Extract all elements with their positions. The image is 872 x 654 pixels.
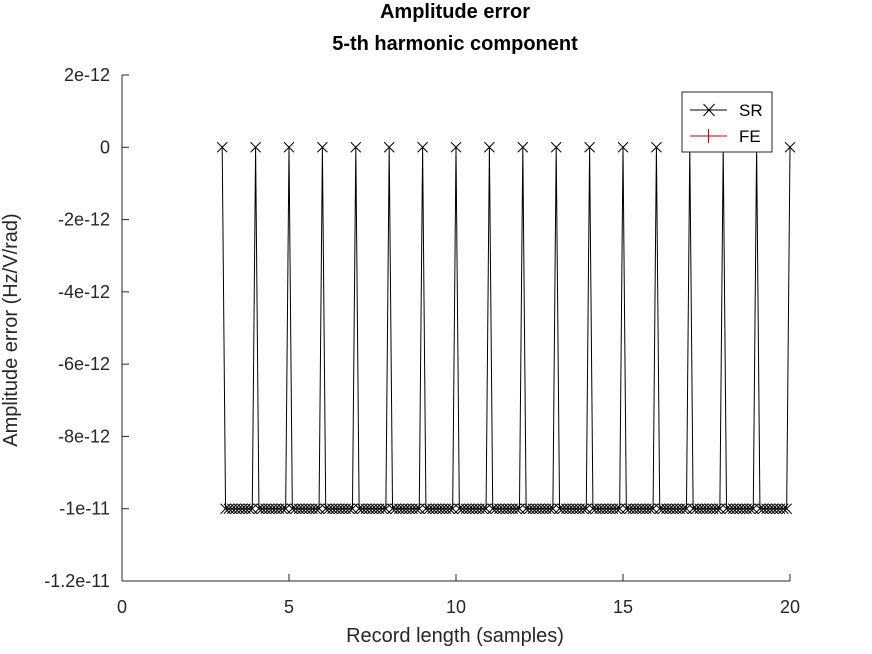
y-axis-label: Amplitude error (Hz/V/rad) [0,213,22,446]
sr-point [343,503,355,515]
sr-point [383,141,395,153]
y-tick-label: -1e-11 [59,499,110,519]
legend-sr-label: SR [739,101,763,120]
sr-point [443,503,455,515]
sr-point [350,141,362,153]
sr-point [317,141,328,153]
sr-point [243,503,255,515]
sr-point [550,141,562,153]
sr-point [784,141,796,153]
x-tick-label: 20 [780,597,800,617]
sr-point [276,503,288,515]
x-tick-label: 10 [446,597,466,617]
x-tick-label: 0 [117,597,127,617]
sr-point [544,503,555,515]
y-tick-label: 2e-12 [64,65,110,85]
sr-point [216,141,228,153]
sr-point [417,141,428,153]
sr-point [410,503,422,515]
x-tick-label: 5 [284,597,294,617]
legend-sr-marker [703,103,715,117]
sr-point [584,141,595,153]
sr-point [777,503,789,515]
x-axis-label: Record length (samples) [346,625,564,647]
sr-point [510,503,522,515]
sr-point [644,503,656,515]
tick-labels: 0 5 10 15 20 2e-12 0 -2e-12 -4e-12 -6e-12 -8e-12 -1… [44,65,800,617]
y-tick-label: -6e-12 [58,354,110,374]
sr-point [651,141,662,153]
sr-point [477,503,489,515]
sr-point [610,503,622,515]
sr-point [250,141,261,153]
sr-point [484,141,495,153]
sr-point [577,503,589,515]
y-tick-label: 0 [100,137,110,157]
sr-point [310,503,322,515]
legend-fe-label: FE [739,127,761,146]
legend-fe-marker [701,129,716,143]
sr-point [617,141,629,153]
chart-title: Amplitude error [380,1,530,23]
chart-subtitle: 5-th harmonic component [332,33,578,55]
legend: SR FE [681,91,773,153]
plot-series [216,141,796,515]
sr-point [283,141,295,153]
y-tick-label: -2e-12 [58,210,110,230]
sr-point [711,503,722,515]
x-tick-label: 15 [613,597,633,617]
sr-point [450,141,462,153]
sr-point [781,503,793,515]
y-tick-label: -1.2e-11 [44,571,110,591]
sr-point [677,503,689,515]
axes [121,74,791,582]
legend-box [681,91,773,153]
sr-point [377,503,388,515]
sr-point [517,141,529,153]
y-tick-label: -4e-12 [58,282,110,302]
sr-series-line [221,147,791,510]
y-tick-label: -8e-12 [58,426,110,446]
sr-point [744,503,756,515]
